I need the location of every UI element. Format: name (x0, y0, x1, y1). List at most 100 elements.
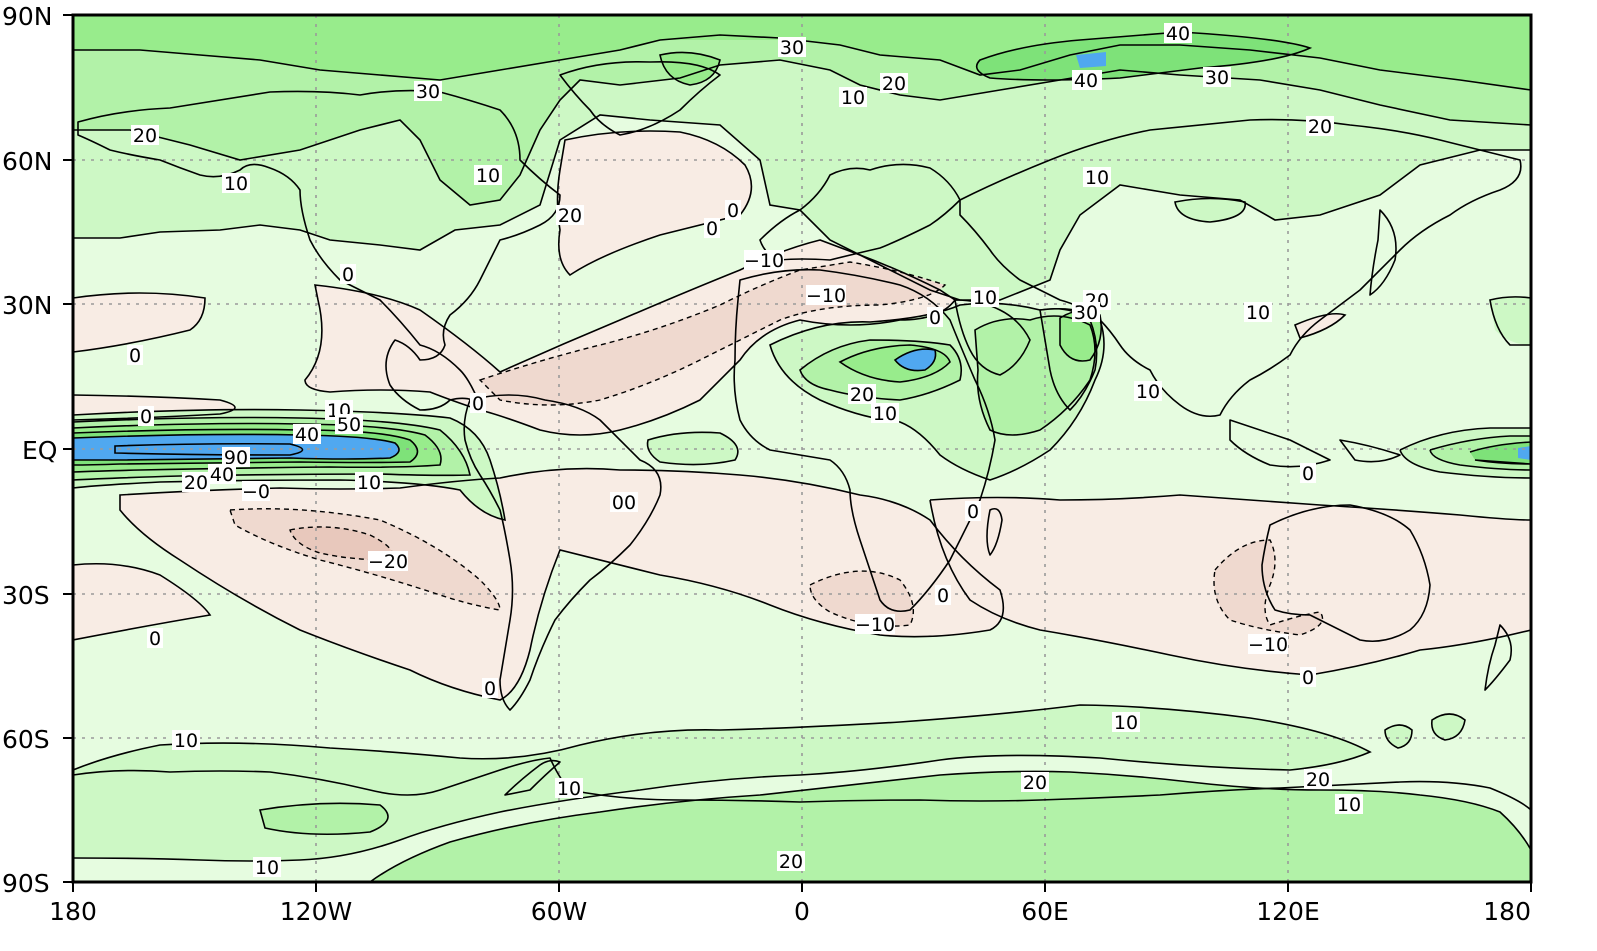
coast-africa (733, 268, 996, 613)
contour-label: 00 (610, 492, 638, 514)
y-tick-90n: 90N (2, 2, 53, 31)
y-tick-60s: 60S (2, 725, 50, 754)
coast-arabia (954, 299, 1031, 376)
contour-label: 40 (1164, 23, 1192, 45)
contour-label-text: 20 (184, 472, 208, 494)
x-tick-120w: 120W (280, 897, 352, 926)
contour-label: 20 (777, 851, 805, 873)
fill-neg-spac (73, 563, 210, 640)
contour-label: 20 (556, 205, 584, 227)
fill-siberia-40 (976, 32, 1310, 80)
contour-label: 0 (704, 218, 720, 240)
contour-label: 20 (131, 125, 159, 147)
contour-label-text: 40 (210, 464, 234, 486)
contour-label: 90 (222, 447, 250, 469)
y-axis-labels: 90N 60N 30N EQ 30S 60S 90S (2, 2, 57, 898)
contour-label: 0 (147, 628, 163, 650)
contour-labels: 3030202010101020304040302010000−10−10100… (127, 23, 1363, 879)
contour-label-text: 10 (1246, 302, 1270, 324)
contour-label-text: 0 (140, 406, 152, 428)
contour-label: 40 (208, 464, 236, 486)
y-tick-30s: 30S (2, 581, 50, 610)
contour-label: 0 (935, 585, 951, 607)
coast-madagascar (986, 507, 1003, 556)
contour-label: −10 (1248, 634, 1288, 656)
contour-label: 40 (1072, 70, 1100, 92)
contour-label: 0 (138, 406, 154, 428)
contour-label: −20 (368, 551, 408, 573)
contour-label: 20 (848, 384, 876, 406)
coast-antarctic-peninsula (504, 759, 561, 796)
contour-label-text: 20 (779, 851, 803, 873)
contour-label-text: 10 (255, 857, 279, 879)
contour-label: 10 (1244, 302, 1272, 324)
contour-label-text: 0 (472, 393, 484, 415)
contour-label-text: 30 (416, 81, 440, 103)
contour-label: 10 (1083, 167, 1111, 189)
contour-label-text: −10 (855, 614, 895, 636)
y-tick-90s: 90S (2, 869, 50, 898)
fill-neg-australia-e (1500, 550, 1531, 600)
contour-label: 20 (1306, 116, 1334, 138)
fill-siberia-blue (1076, 52, 1106, 68)
contour-label-text: 10 (476, 165, 500, 187)
coast-newzealand (1484, 624, 1513, 691)
x-axis-labels: 180 120W 60W 0 60E 120E 180 (49, 897, 1531, 926)
contour-label-text: 0 (929, 307, 941, 329)
contour-label: −10 (744, 250, 784, 272)
contour-label: 0 (1300, 463, 1316, 485)
fill-misc-1 (1175, 198, 1246, 222)
contour-label: 10 (839, 87, 867, 109)
contour-label-text: 10 (557, 778, 581, 800)
contour-label-text: −10 (744, 250, 784, 272)
contour-label-text: 10 (224, 173, 248, 195)
contour-label-text: 0 (484, 678, 496, 700)
contour-label: −10 (855, 614, 895, 636)
contour-label: 0 (470, 393, 486, 415)
contour-label-text: 40 (295, 424, 319, 446)
x-tick-60w: 60W (531, 897, 588, 926)
contour-label-text: 0 (727, 200, 739, 222)
y-tick-60n: 60N (2, 147, 53, 176)
contour-label: 10 (253, 857, 281, 879)
fill-neg-npac (73, 293, 205, 352)
contour-label: 0 (725, 200, 741, 222)
contour-label: 30 (1072, 302, 1100, 324)
contour-label-text: 30 (1205, 67, 1229, 89)
contour-label: 10 (172, 730, 200, 752)
fill-neg-spac3 (290, 526, 393, 560)
contour-label: 10 (971, 287, 999, 309)
coast-japan (1369, 209, 1397, 296)
fill-africa-eq (647, 432, 738, 465)
contour-label: 20 (1304, 769, 1332, 791)
contour-label-text: 20 (1306, 769, 1330, 791)
contour-label: 10 (1112, 712, 1140, 734)
contour-label-text: 20 (1308, 116, 1332, 138)
contour-label-text: −20 (368, 551, 408, 573)
x-tick-120e: 120E (1256, 897, 1320, 926)
contour-label: −0 (242, 481, 270, 503)
contour-label: 10 (871, 403, 899, 425)
contour-label-text: 10 (873, 403, 897, 425)
coast-indonesia (1229, 419, 1401, 468)
contour-label-text: 10 (1337, 794, 1361, 816)
fill-greenland-30 (660, 52, 720, 85)
contour-label: 0 (127, 345, 143, 367)
tick-marks (63, 14, 1532, 892)
contour-label: 0 (1300, 667, 1316, 689)
contour-label: 20 (182, 472, 210, 494)
contour-label: 10 (355, 472, 383, 494)
contour-label: 10 (555, 778, 583, 800)
contour-label: 0 (965, 501, 981, 523)
contour-label-text: −10 (806, 285, 846, 307)
contour-label: 0 (340, 264, 356, 286)
fill-south-20b (260, 803, 388, 835)
x-tick-180w: 180 (49, 897, 97, 926)
contour-label-text: 10 (1085, 167, 1109, 189)
fill-south-10-islands (1385, 725, 1412, 748)
coast-australia (1261, 504, 1431, 643)
contour-label-text: 50 (337, 414, 361, 436)
contour-label-text: 0 (937, 585, 949, 607)
y-tick-30n: 30N (2, 291, 53, 320)
